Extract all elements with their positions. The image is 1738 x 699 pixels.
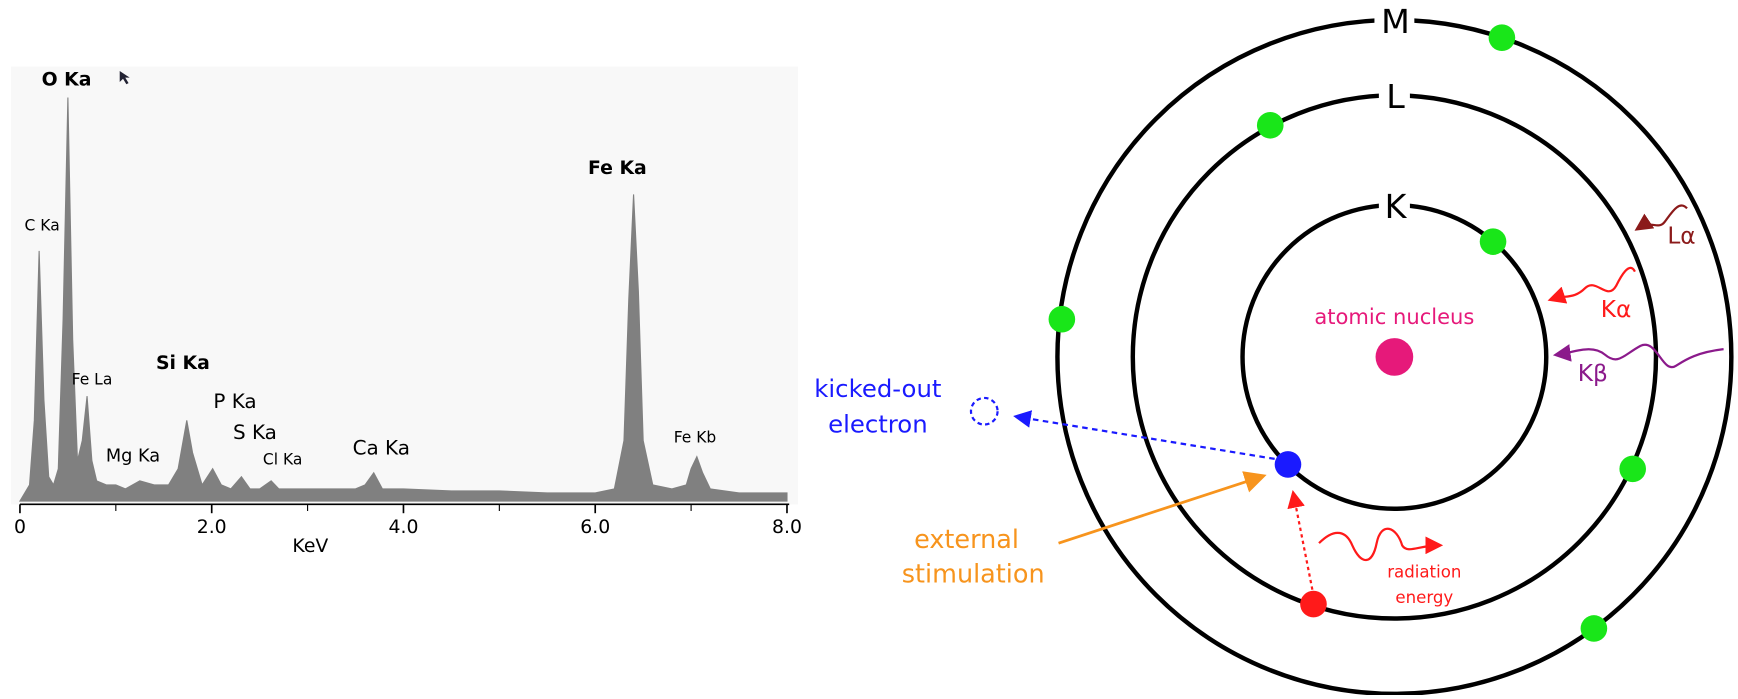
electron [1048,305,1076,333]
shell-label: L [1386,77,1405,116]
stimulation-label: stimulation [902,559,1045,589]
nucleus [1375,338,1414,376]
nucleus-label: atomic nucleus [1314,304,1474,329]
ejection-arrow [1013,410,1275,460]
x-tick-label: 8.0 [772,517,802,538]
peak-label: P Ka [213,389,256,413]
kb-wave [1552,343,1724,369]
kb-label: Kβ [1578,360,1608,387]
electron [1580,615,1608,642]
ka-label: Kα [1601,296,1632,323]
peak-label: Mg Ka [106,447,160,467]
x-tick-label: 2.0 [197,517,227,538]
peak-label: C Ka [25,217,60,235]
electron [1256,111,1284,139]
x-axis-label: KeV [292,536,328,557]
x-tick-label: 0 [14,517,26,538]
peak-label: O Ka [42,69,92,90]
radiation-label: radiation [1387,563,1461,582]
peak-label: Si Ka [156,353,210,374]
cursor [119,70,130,85]
transition-arrow [1287,490,1314,590]
shell-label: K [1385,187,1408,226]
atom-diagram: K L M atomic nucleus kicked-out electron… [814,2,1734,697]
label-bg [1374,4,1415,40]
electron [1488,24,1516,51]
peak-label: Ca Ka [353,435,410,459]
electrons [1048,24,1647,642]
stimulation-arrow [1058,471,1267,545]
radiation-wave [1318,527,1444,562]
x-tick-label: 6.0 [580,517,610,538]
label-bg [1378,188,1410,224]
x-tick-label: 4.0 [388,517,418,538]
peak-label: Fe Ka [588,158,647,179]
electron [1479,228,1507,255]
vacancy [969,396,999,426]
kicked-label: kicked-out [814,374,941,403]
spectrum-chart: KeV 0 2.0 4.0 6.0 8.0 O Ka C Ka Fe La Mg Ka Si Ka… [11,66,802,557]
radiation-label: energy [1395,588,1453,607]
peak-label: Fe La [72,371,113,389]
la-label: Lα [1667,223,1695,250]
peak-label: S Ka [233,420,277,444]
label-bg [1378,79,1410,116]
spectrum-area [18,97,788,502]
ejected-electron [1274,451,1302,478]
shell-label: M [1381,2,1410,41]
plot-background [11,66,799,505]
peak-label: Cl Ka [263,451,302,469]
peak-label: Fe Kb [674,428,717,446]
electron-red [1300,590,1327,618]
stimulation-label: external [914,525,1019,555]
kicked-label: electron [828,410,928,439]
la-wave [1634,204,1688,231]
electron [1619,455,1647,483]
ka-wave [1547,266,1636,304]
